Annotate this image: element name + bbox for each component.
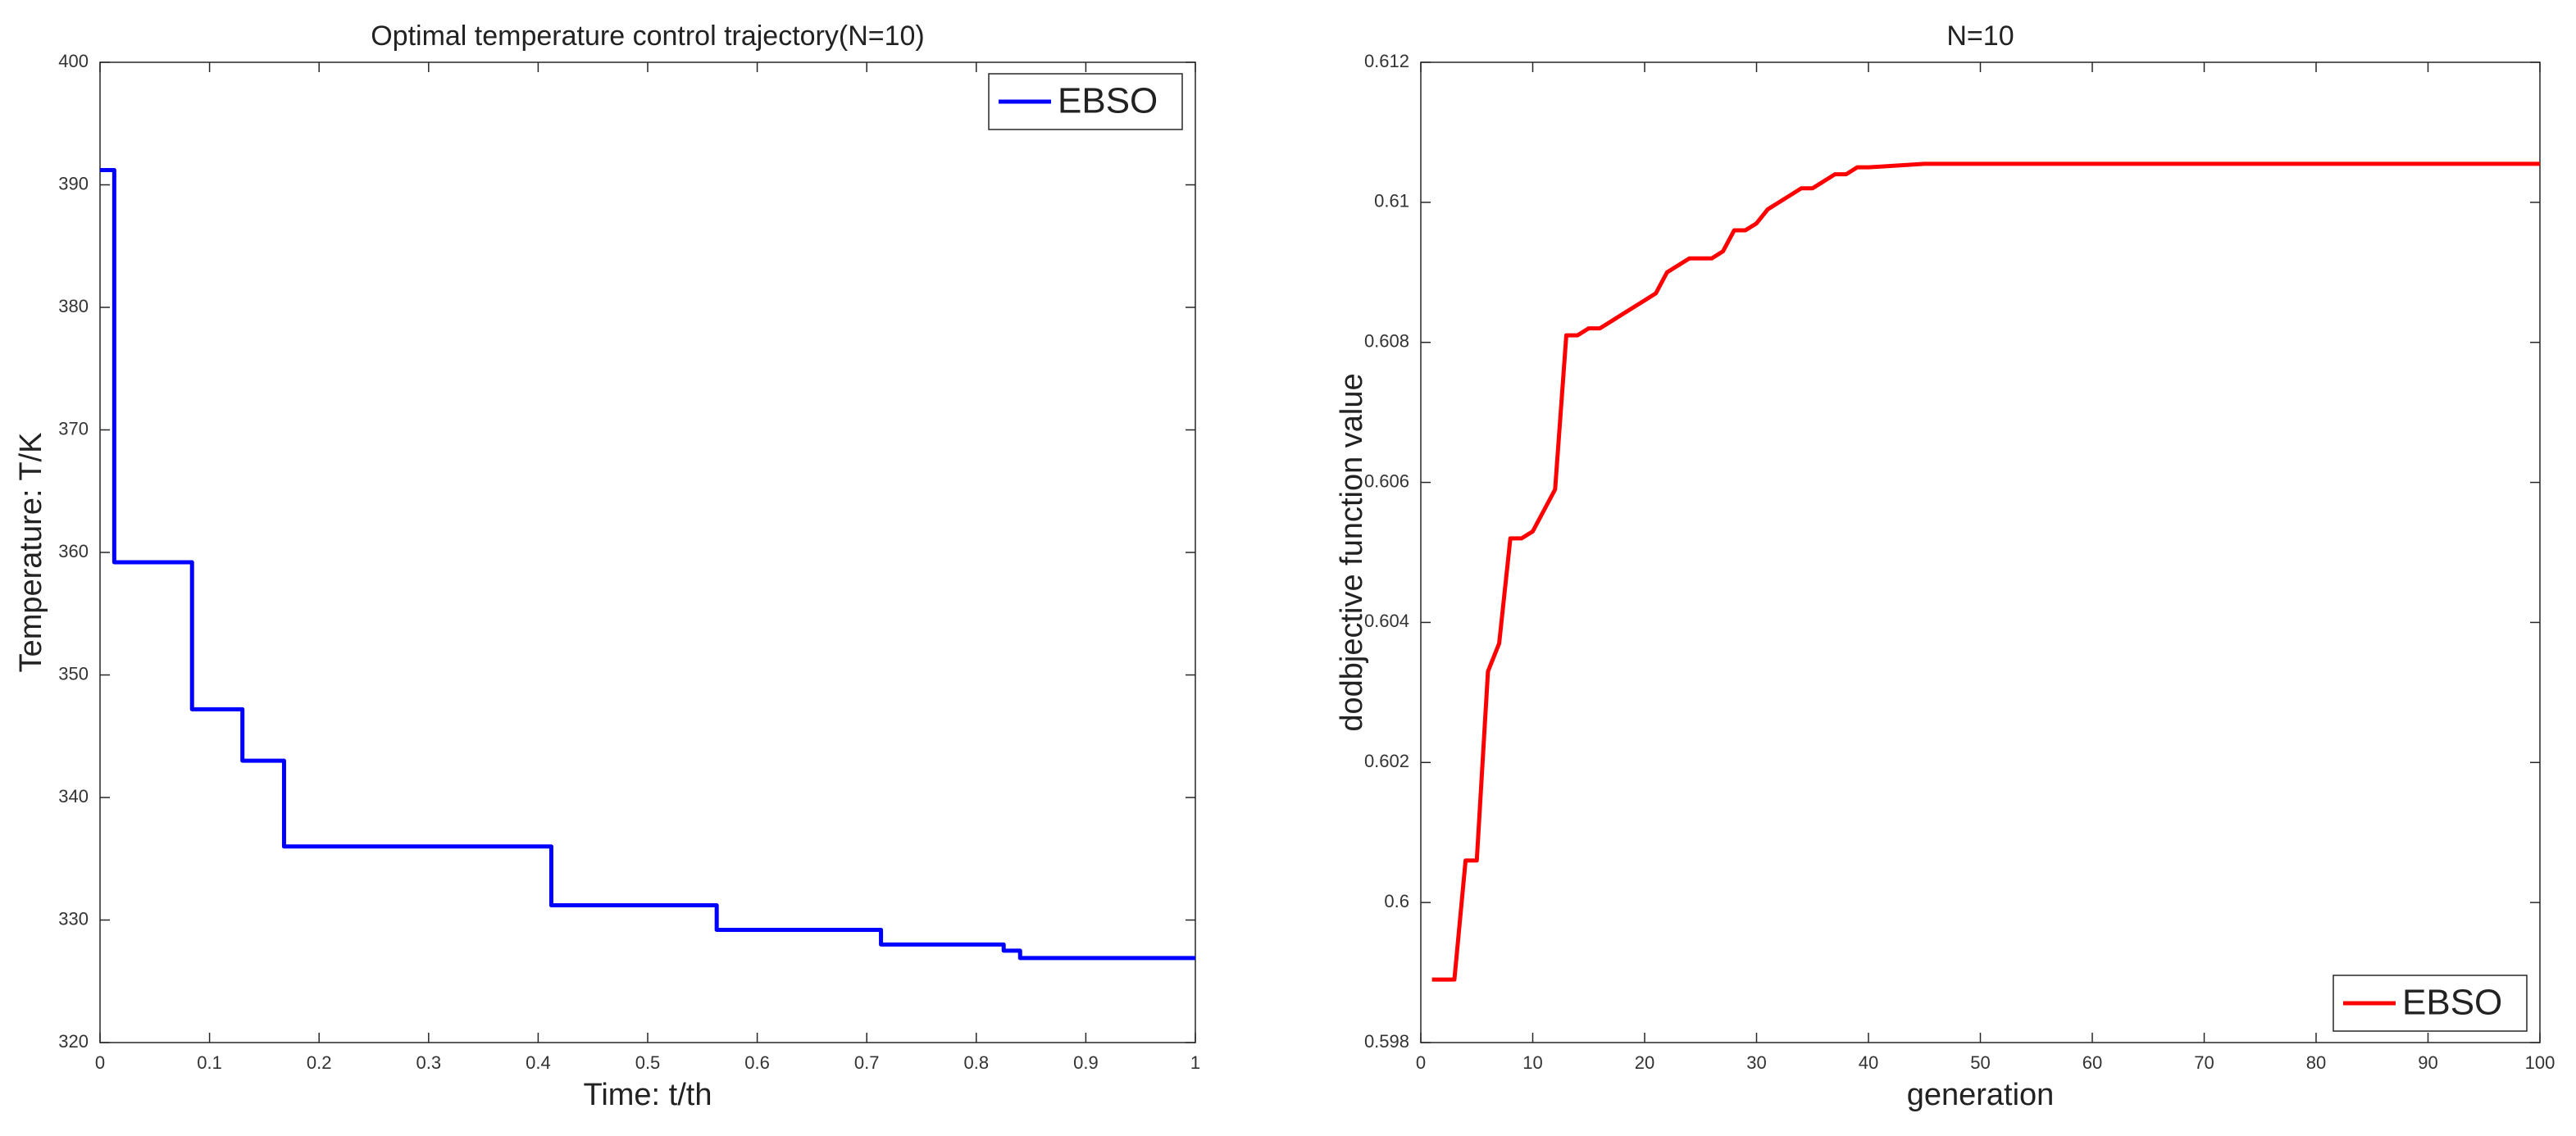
- x-tick-label: 1: [1190, 1052, 1200, 1073]
- x-tick-label: 70: [2194, 1052, 2214, 1073]
- x-tick-label: 0: [1416, 1052, 1426, 1073]
- y-tick-label: 340: [58, 786, 89, 807]
- x-axis-label: Time: t/th: [584, 1078, 712, 1112]
- x-tick-label: 0.7: [854, 1052, 880, 1073]
- x-tick-label: 0.1: [197, 1052, 222, 1073]
- legend-label: EBSO: [2402, 983, 2502, 1023]
- y-tick-label: 380: [58, 296, 89, 316]
- y-tick-label: 350: [58, 663, 89, 684]
- x-tick-label: 30: [1746, 1052, 1766, 1073]
- y-tick-label: 0.604: [1364, 611, 1409, 631]
- y-tick-label: 360: [58, 541, 89, 561]
- y-tick-label: 0.608: [1364, 331, 1409, 352]
- y-tick-label: 0.606: [1364, 470, 1409, 491]
- plot-area: [99, 61, 1196, 1043]
- y-tick-label: 0.612: [1364, 51, 1409, 71]
- legend-label: EBSO: [1058, 81, 1158, 121]
- y-tick-label: 0.602: [1364, 751, 1409, 771]
- x-tick-label: 0.4: [526, 1052, 551, 1073]
- data-line: [100, 168, 1195, 961]
- y-tick-label: 390: [58, 173, 89, 193]
- data-line: [1431, 161, 2540, 982]
- plot-area: [1420, 61, 2541, 1043]
- y-axis-label: Temperature: T/K: [14, 433, 48, 673]
- y-tick-label: 400: [58, 51, 89, 71]
- y-tick-label: 370: [58, 418, 89, 438]
- x-tick-label: 0.6: [744, 1052, 770, 1073]
- x-tick-label: 0.9: [1073, 1052, 1099, 1073]
- x-tick-label: 80: [2306, 1052, 2326, 1073]
- y-axis-label: dodbjective function value: [1335, 373, 1369, 731]
- x-tick-label: 20: [1635, 1052, 1654, 1073]
- x-tick-label: 40: [1859, 1052, 1878, 1073]
- x-tick-label: 0: [95, 1052, 105, 1073]
- legend-box: [988, 73, 1183, 130]
- x-tick-label: 0.8: [964, 1052, 990, 1073]
- y-tick-label: 330: [58, 908, 89, 929]
- x-tick-label: 0.2: [307, 1052, 332, 1073]
- x-tick-label: 100: [2525, 1052, 2556, 1073]
- y-tick-label: 0.61: [1374, 191, 1409, 211]
- x-tick-label: 10: [1522, 1052, 1542, 1073]
- chart-title: N=10: [1946, 20, 2014, 52]
- x-tick-label: 0.3: [416, 1052, 442, 1073]
- chart-title: Optimal temperature control trajectory(N…: [371, 20, 925, 52]
- x-tick-label: 60: [2082, 1052, 2102, 1073]
- y-tick-label: 0.598: [1364, 1031, 1409, 1052]
- y-tick-label: 320: [58, 1031, 89, 1052]
- x-tick-label: 50: [1970, 1052, 1990, 1073]
- x-axis-label: generation: [1907, 1078, 2055, 1112]
- x-tick-label: 0.5: [635, 1052, 661, 1073]
- y-tick-label: 0.6: [1384, 891, 1409, 911]
- x-tick-label: 90: [2418, 1052, 2437, 1073]
